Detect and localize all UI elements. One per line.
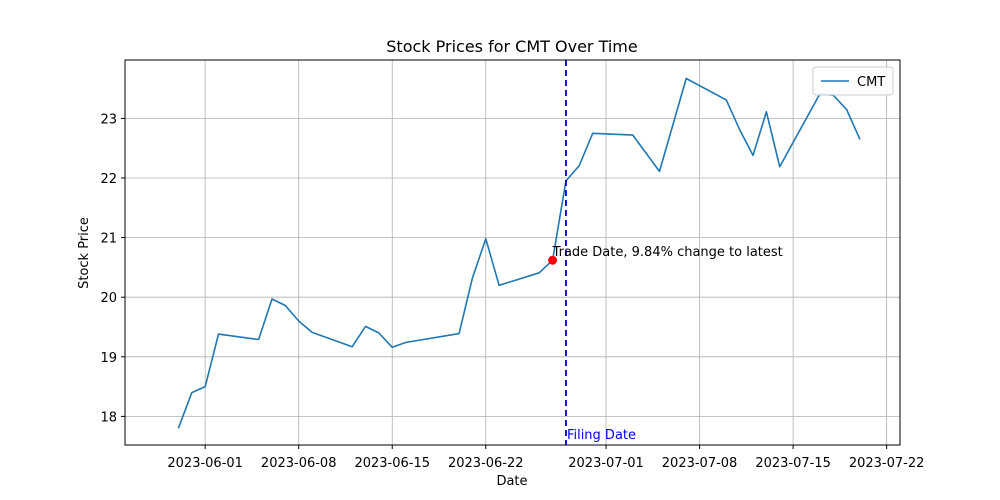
y-tick-label: 20 [100,291,117,306]
x-axis-label: Date [496,474,527,489]
x-axis-ticks: 2023-06-01 2023-06-08 2023-06-15 2023-06-22… [167,445,924,471]
y-tick-label: 19 [100,351,117,366]
y-tick-label: 21 [100,232,117,247]
legend-label-cmt: CMT [857,75,885,90]
x-tick-label: 2023-06-01 [167,456,243,471]
y-tick-label: 18 [100,410,117,425]
y-tick-label: 23 [100,112,117,127]
x-tick-label: 2023-06-15 [354,456,430,471]
plot-area: Filing Date Trade Date, 9.84% change to l… [177,60,861,445]
series-line-cmt [177,77,861,429]
chart-title: Stock Prices for CMT Over Time [386,37,637,56]
y-axis-ticks: 18 19 20 21 22 23 [100,112,125,425]
filing-date-label: Filing Date [567,428,636,443]
y-tick-label: 22 [100,172,117,187]
x-tick-label: 2023-06-22 [448,456,524,471]
x-tick-label: 2023-07-01 [568,456,644,471]
grid-lines [125,60,900,445]
legend-box [812,66,894,96]
trade-date-annotation: Trade Date, 9.84% change to latest [552,245,783,260]
trade-date-marker [548,255,558,265]
x-tick-label: 2023-07-15 [755,456,831,471]
legend: CMT [812,66,894,96]
x-tick-label: 2023-06-08 [261,456,337,471]
x-tick-label: 2023-07-08 [662,456,738,471]
axes-frame [124,59,901,446]
y-axis-label: Stock Price [77,217,92,289]
x-tick-label: 2023-07-22 [849,456,925,471]
